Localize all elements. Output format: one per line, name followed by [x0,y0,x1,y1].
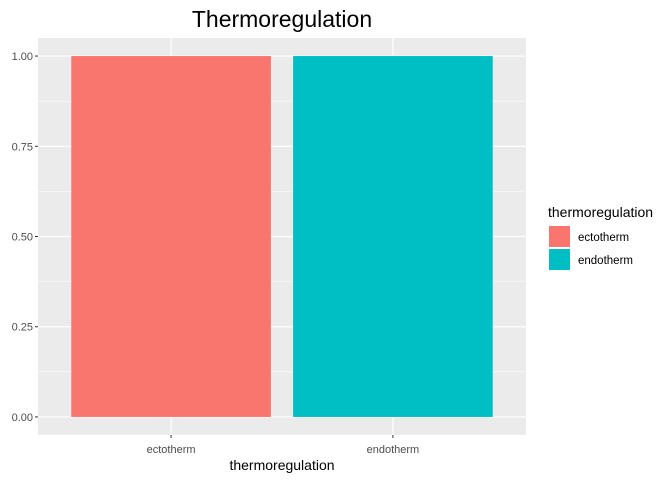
y-tick-label: 0.75 [12,141,33,153]
x-tick-label: ectotherm [147,444,196,456]
legend-key-ectotherm [549,226,570,247]
y-tick-label: 1.00 [12,51,33,63]
x-axis: ectotherm endotherm [147,435,420,456]
legend-label: endotherm [578,255,633,267]
x-axis-label: thermoregulation [229,457,334,473]
y-tick-label: 0.25 [12,322,33,334]
legend-title: thermoregulation [548,204,653,220]
y-tick-label: 0.50 [12,232,33,244]
y-tick-label: 0.00 [12,412,33,424]
bars [71,56,493,417]
chart-title: Thermoregulation [192,6,372,32]
y-axis: 0.00 0.25 0.50 0.75 1.00 [12,51,38,424]
bar-endotherm [293,56,493,417]
legend-key-endotherm [549,249,570,270]
x-tick-label: endotherm [367,444,420,456]
legend-label: ectotherm [578,232,629,244]
legend: thermoregulation ectotherm endotherm [548,204,653,270]
bar-ectotherm [71,56,271,417]
